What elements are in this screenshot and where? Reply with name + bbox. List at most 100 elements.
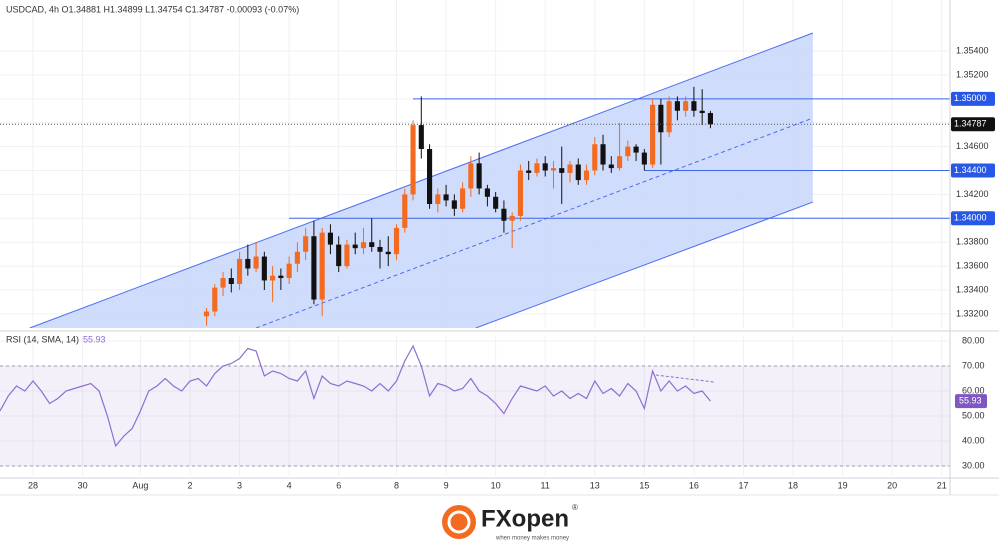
candle-body xyxy=(641,152,647,165)
candle-body xyxy=(608,164,614,169)
y-tick-label: 1.33600 xyxy=(956,260,989,270)
candle-body xyxy=(253,256,259,269)
candle-body xyxy=(352,244,358,249)
rsi-tick-label: 40.00 xyxy=(962,435,985,445)
candle-body xyxy=(592,144,598,171)
candle-body xyxy=(245,258,251,269)
candle-body xyxy=(294,251,300,264)
x-tick-label: 8 xyxy=(394,480,399,490)
candle-body xyxy=(476,163,482,189)
candle-body xyxy=(501,208,507,221)
level-label-box xyxy=(951,91,995,106)
candle-body xyxy=(460,188,466,209)
rsi-title: RSI (14, SMA, 14) xyxy=(6,334,79,344)
candle-body xyxy=(451,200,457,209)
rsi-tick-label: 60.00 xyxy=(962,385,985,395)
candle-body xyxy=(509,215,515,221)
candle-body xyxy=(336,244,342,267)
x-tick-label: 20 xyxy=(887,480,897,490)
candle-body xyxy=(237,258,243,285)
level-label: 1.34400 xyxy=(954,165,987,175)
candle-body xyxy=(550,168,557,171)
x-tick-label: 4 xyxy=(287,480,292,490)
candle-body xyxy=(526,170,532,173)
y-tick-label: 1.34200 xyxy=(956,189,989,199)
x-tick-label: 18 xyxy=(788,480,798,490)
rsi-panel xyxy=(0,335,950,475)
candle-body xyxy=(484,188,490,197)
rsi-title-value: 55.93 xyxy=(83,334,106,344)
rsi-last-label: 55.93 xyxy=(959,396,982,406)
candle-body xyxy=(212,287,218,312)
x-tick-label: 16 xyxy=(689,480,699,490)
candle-body xyxy=(311,236,317,300)
candle-body xyxy=(559,168,565,173)
candle-body xyxy=(327,232,333,245)
x-tick-label: 3 xyxy=(237,480,242,490)
logo-tagline: when money makes money xyxy=(495,536,569,542)
candle-body xyxy=(617,156,623,169)
x-tick-label: 30 xyxy=(78,480,88,490)
x-tick-label: 15 xyxy=(639,480,649,490)
candle-body xyxy=(377,246,383,252)
y-tick-label: 1.34600 xyxy=(956,141,989,151)
y-tick-label: 1.33200 xyxy=(956,308,989,318)
rsi-band xyxy=(0,366,950,466)
candle-body xyxy=(625,146,631,157)
x-tick-label: 28 xyxy=(28,480,38,490)
channel-upper xyxy=(29,32,814,328)
candle-body xyxy=(402,194,408,228)
x-tick-label: 13 xyxy=(590,480,600,490)
candle-body xyxy=(517,170,523,216)
candle-body xyxy=(220,278,226,288)
rsi-line xyxy=(0,344,711,448)
candle-body xyxy=(228,278,234,285)
candle-body xyxy=(319,232,325,300)
candle-body xyxy=(534,163,540,173)
logo-icon-ring xyxy=(447,510,471,534)
level-label-box xyxy=(951,211,995,226)
y-tick-label: 1.35400 xyxy=(956,45,989,55)
y-tick-label: 1.33800 xyxy=(956,237,989,247)
candle-body xyxy=(583,170,590,181)
candle-body xyxy=(600,144,606,165)
logo-icon xyxy=(442,505,476,539)
candle-body xyxy=(707,113,713,125)
candle-body xyxy=(699,110,705,114)
candle-body xyxy=(286,263,292,279)
x-tick-label: 10 xyxy=(491,480,501,490)
rsi-tick-label: 80.00 xyxy=(962,335,985,345)
channel-middle xyxy=(255,117,814,328)
candle-body xyxy=(360,242,367,249)
candle-body xyxy=(542,163,548,171)
candle-body xyxy=(385,251,391,255)
x-tick-label: 17 xyxy=(738,480,748,490)
candle-body xyxy=(575,164,581,181)
candle-body xyxy=(203,311,210,317)
logo-name: FXopen xyxy=(481,505,569,532)
symbol-header: USDCAD, 4h O1.34881 H1.34899 L1.34754 C1… xyxy=(6,4,299,14)
rsi-tick-label: 50.00 xyxy=(962,410,985,420)
candle-body xyxy=(278,275,284,279)
logo: FXopen ® when money makes money xyxy=(442,503,578,542)
logo-mark: ® xyxy=(572,503,578,512)
candle-body xyxy=(691,101,697,111)
candle-body xyxy=(658,104,664,133)
last-price-box xyxy=(951,117,995,132)
y-tick-label: 1.33400 xyxy=(956,284,989,294)
x-tick-label: 21 xyxy=(937,480,947,490)
price-panel xyxy=(0,0,950,328)
candle-body xyxy=(344,244,350,267)
y-tick-label: 1.35200 xyxy=(956,69,989,79)
candle-body xyxy=(261,256,267,281)
candle-body xyxy=(468,163,474,189)
level-label: 1.35000 xyxy=(954,93,987,103)
candle-body xyxy=(666,101,672,133)
x-tick-label: 11 xyxy=(541,480,550,490)
candle-body xyxy=(410,125,416,195)
level-label-box xyxy=(951,163,995,178)
channel-fill xyxy=(29,32,813,328)
rsi-tick-label: 30.00 xyxy=(962,460,985,470)
candle-body xyxy=(567,164,573,173)
